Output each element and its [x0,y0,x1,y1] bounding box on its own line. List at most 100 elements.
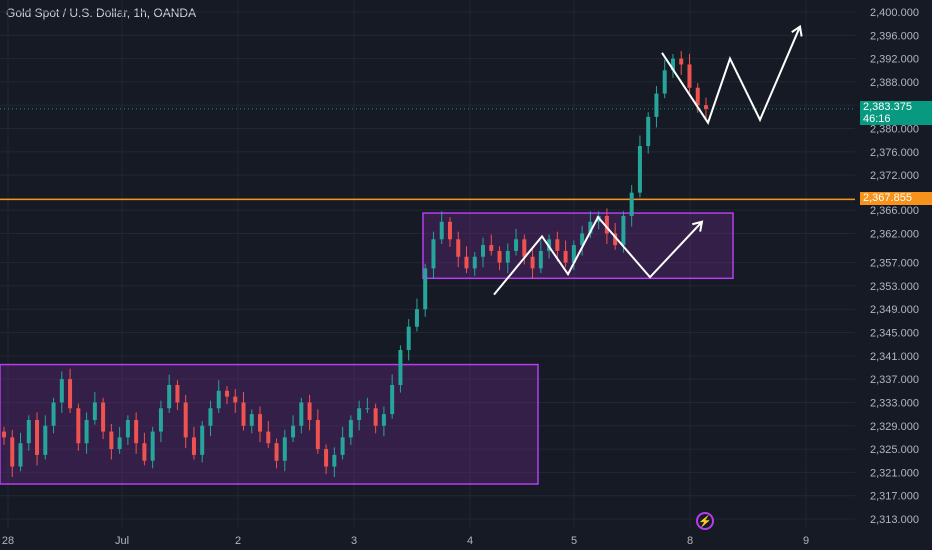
x-axis-background [0,528,932,550]
candle-body [423,268,428,310]
candle-body [373,408,378,426]
candle-body [390,384,395,415]
candle-body [324,449,329,467]
candle-body [332,454,337,467]
candle-body [538,250,543,269]
y-tick-label: 2,349.000 [870,304,919,316]
consolidation-zones [0,212,734,485]
y-tick-label: 2,396.000 [870,30,919,42]
y-tick-label: 2,333.000 [870,397,919,409]
candle-body [381,414,386,426]
x-tick-label: 4 [467,535,473,547]
candle-body [117,437,122,450]
consolidation-zone [0,363,539,485]
y-tick-label: 2,362.000 [870,228,919,240]
candle-body [456,239,461,257]
candle-body [613,233,618,246]
candle-body [158,408,163,432]
chart-title: Gold Spot / U.S. Dollar, 1h, OANDA [6,6,197,20]
candle-body [398,350,403,385]
y-tick-label: 2,380.000 [870,124,919,136]
candle-body [497,250,502,263]
y-tick-label: 2,345.000 [870,328,919,340]
candle-body [175,384,180,403]
candle-body [233,396,238,403]
candle-body [266,431,271,444]
candle-body [200,425,205,455]
candle-body [695,87,700,106]
y-tick-label: 2,313.000 [870,514,919,526]
candle-body [59,379,64,403]
candle-body [514,239,519,251]
candle-body [439,221,444,240]
projected-paths [493,24,803,296]
candle-body [563,250,568,263]
candle-body [654,93,659,117]
candle-body [191,437,196,455]
candle-body [134,419,139,444]
candle-body [51,402,56,426]
candle-body [68,379,73,409]
candle-body [340,437,345,455]
candle-body [274,443,279,461]
y-tick-label: 2,321.000 [870,467,919,479]
candle-body [522,239,527,257]
candle-body [431,239,436,269]
candle-body [241,402,246,426]
candle-body [18,443,23,467]
projection-path [661,26,801,125]
level-price-tag: 2,367.855 [860,192,932,205]
support-level-line [0,108,855,201]
arrowhead [791,24,803,37]
candle-body [505,250,510,263]
candle-body [670,58,675,71]
y-tick-label: 2,400.000 [870,7,919,19]
y-tick-label: 2,372.000 [870,170,919,182]
x-tick-label: 3 [351,535,357,547]
x-tick-label: 8 [687,535,693,547]
candle-body [43,425,48,455]
x-tick-label: 2 [235,535,241,547]
candle-body [26,419,31,444]
candle-body [472,256,477,269]
candle-body [315,419,320,450]
candle-body [646,116,651,147]
candle-body [183,402,188,438]
x-tick-label: 28 [2,535,14,547]
candle-body [604,215,609,234]
x-tick-label: Jul [115,535,129,547]
candle-body [84,419,89,444]
candle-body [101,402,106,432]
candle-body [258,414,263,432]
candle-body [216,390,221,409]
candle-body [76,408,81,444]
y-tick-label: 2,317.000 [870,491,919,503]
candle-body [580,233,585,246]
candle-body [249,414,254,426]
y-tick-label: 2,353.000 [870,281,919,293]
candle-body [687,64,692,88]
candle-body [92,402,97,420]
candle-body [704,105,708,109]
candle-body [679,58,684,65]
candle-body [406,326,411,350]
y-tick-label: 2,376.000 [870,147,919,159]
candle-body [365,408,370,410]
y-tick-label: 2,329.000 [870,421,919,433]
candle-body [357,408,362,420]
x-tick-label: 9 [803,535,809,547]
candle-body [662,70,667,94]
candle-body [629,192,634,216]
current-price-value: 2,383.375 [863,101,912,113]
candle-body [142,443,147,461]
candle-body [150,431,155,461]
candle-body [167,384,172,409]
arrowhead [692,220,704,232]
candle-body [10,437,15,467]
candle-body [414,309,419,327]
countdown-value: 46:16 [863,113,891,125]
y-tick-label: 2,357.000 [870,258,919,270]
candle-body [2,431,6,438]
candle-body [291,425,296,438]
